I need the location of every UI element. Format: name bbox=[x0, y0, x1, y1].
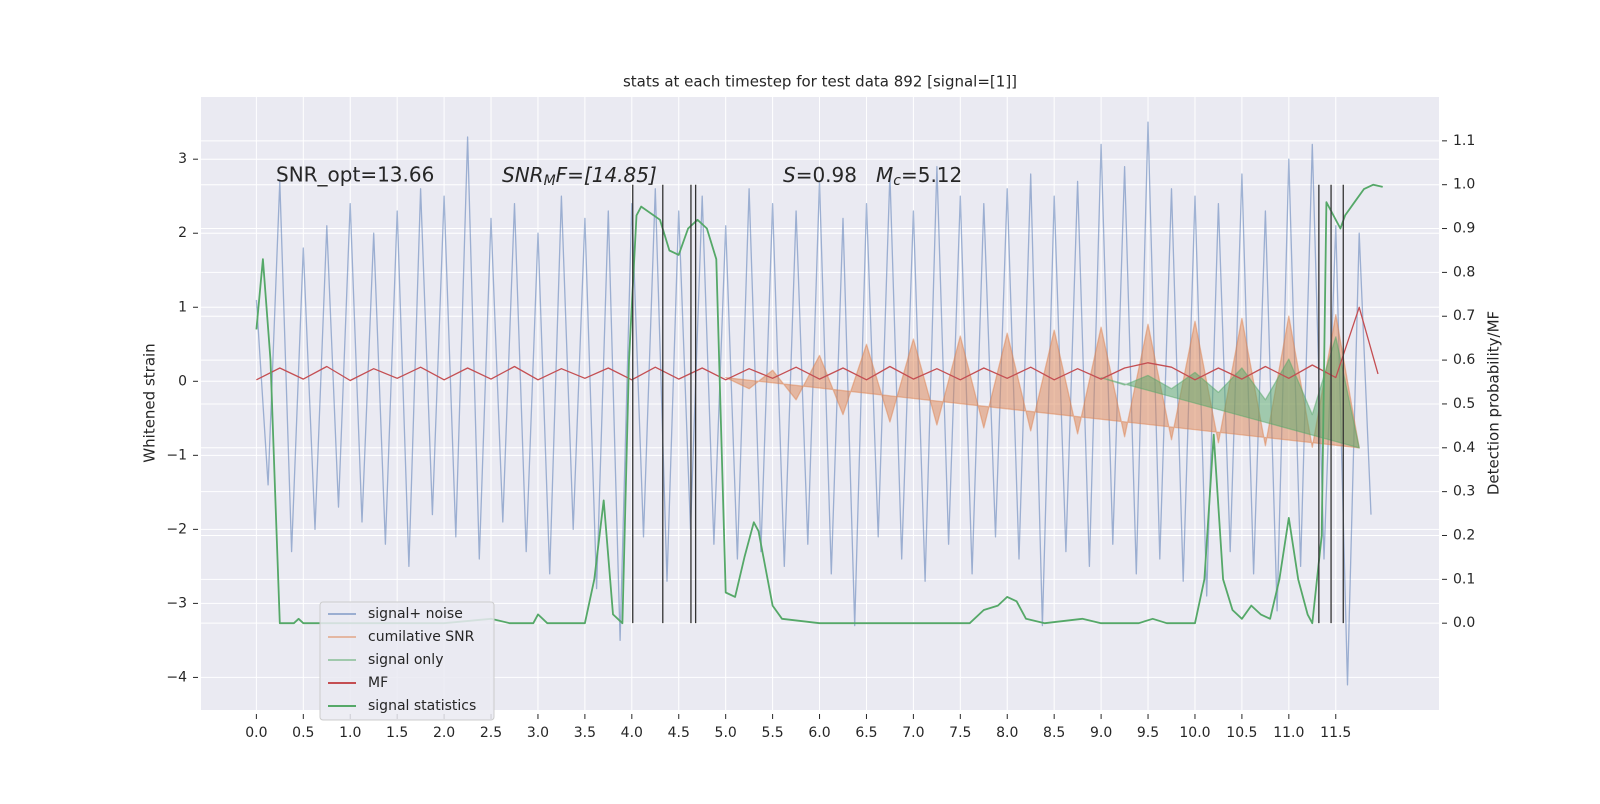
line bbox=[256, 306, 1379, 382]
y-tick-label: 3 bbox=[178, 151, 187, 167]
x-tick-label: 11.5 bbox=[1320, 725, 1351, 741]
x-tick-label: 6.5 bbox=[855, 725, 877, 741]
x-tick-label: 0.0 bbox=[245, 725, 267, 741]
x-tick-label: 2.0 bbox=[433, 725, 455, 741]
y2-tick-label: 0.6 bbox=[1453, 352, 1475, 368]
y2-tick-label: 0.2 bbox=[1453, 527, 1475, 543]
legend-label: cumilative SNR bbox=[368, 629, 475, 645]
y2-axis-label: Detection probability/MF bbox=[1485, 311, 1503, 495]
x-tick-label: 8.5 bbox=[1043, 725, 1065, 741]
y2-tick-label: 0.9 bbox=[1453, 221, 1475, 237]
x-tick-label: 8.0 bbox=[996, 725, 1018, 741]
legend-label: MF bbox=[368, 675, 388, 691]
y2-tick-label: 0.5 bbox=[1453, 396, 1475, 412]
x-tick-label: 4.0 bbox=[621, 725, 643, 741]
legend-box bbox=[319, 601, 495, 721]
y-axis-label: Whitened strain bbox=[141, 343, 159, 462]
x-tick-label: 5.5 bbox=[761, 725, 783, 741]
x-tick-label: 9.5 bbox=[1137, 725, 1159, 741]
legend-label: signal+ noise bbox=[368, 606, 463, 622]
annotation: SNR_opt=13.66 bbox=[276, 163, 434, 187]
annotation-text: S bbox=[783, 163, 796, 187]
chart-title: stats at each timestep for test data 892… bbox=[623, 73, 1017, 91]
x-tick-label: 1.0 bbox=[339, 725, 361, 741]
y-tick-label: 0 bbox=[178, 373, 187, 389]
x-tick-label: 5.0 bbox=[715, 725, 737, 741]
y-tick-label: −2 bbox=[166, 521, 187, 537]
x-tick-label: 1.5 bbox=[386, 725, 408, 741]
y2-tick-label: 0.0 bbox=[1453, 615, 1475, 631]
x-tick-label: 7.0 bbox=[902, 725, 924, 741]
annotation-sub: M bbox=[544, 173, 556, 189]
y-tick-label: −3 bbox=[166, 595, 187, 611]
annotation-text: M bbox=[876, 163, 893, 187]
legend-label: signal only bbox=[368, 652, 443, 668]
y2-tick-label: 1.1 bbox=[1453, 133, 1475, 149]
x-tick-label: 10.0 bbox=[1179, 725, 1210, 741]
y-tick-label: −1 bbox=[166, 447, 187, 463]
annotation-text: SNR bbox=[502, 163, 544, 187]
x-tick-label: 9.0 bbox=[1090, 725, 1112, 741]
annotation: S=0.98 bbox=[783, 163, 857, 187]
y2-tick-label: 0.8 bbox=[1453, 264, 1475, 280]
y2-tick-label: 0.3 bbox=[1453, 484, 1475, 500]
x-tick-label: 6.0 bbox=[808, 725, 830, 741]
annotation-rest: F=[14.85] bbox=[556, 163, 657, 187]
legend-label: signal statistics bbox=[368, 698, 476, 714]
legend: signal+ noise cumilative SNR signal only MF… bbox=[319, 601, 495, 721]
line bbox=[255, 183, 1383, 625]
y-tick-label: 1 bbox=[178, 299, 187, 315]
x-tick-label: 0.5 bbox=[292, 725, 314, 741]
line bbox=[255, 121, 1372, 686]
y2-tick-label: 1.0 bbox=[1453, 177, 1475, 193]
marks bbox=[255, 121, 1383, 686]
y2-tick-label: 0.4 bbox=[1453, 440, 1475, 456]
annotation: SNRMF=[14.85] bbox=[502, 163, 657, 190]
x-tick-label: 2.5 bbox=[480, 725, 502, 741]
ticks: 0.0 0.5 1.0 1.5 2.0 2.5 3.0 3.5 4.0 4.5 5.0 5.5 6.0 6… bbox=[166, 133, 1475, 741]
y2-tick-label: 0.1 bbox=[1453, 571, 1475, 587]
x-tick-label: 11.0 bbox=[1273, 725, 1304, 741]
x-tick-label: 4.5 bbox=[668, 725, 690, 741]
x-tick-label: 3.5 bbox=[574, 725, 596, 741]
annotation-sub: c bbox=[893, 173, 901, 189]
area bbox=[1100, 336, 1360, 449]
y-tick-label: 2 bbox=[178, 225, 187, 241]
annotation-rest: =0.98 bbox=[796, 163, 857, 187]
annotation: Mc=5.12 bbox=[876, 163, 962, 190]
x-tick-label: 10.5 bbox=[1226, 725, 1257, 741]
y2-tick-label: 0.7 bbox=[1453, 308, 1475, 324]
y-tick-label: −4 bbox=[166, 669, 187, 685]
annotations: SNR_opt=13.66 SNRMF=[14.85] S=0.98 Mc=5.… bbox=[276, 163, 962, 190]
annotation-rest: =5.12 bbox=[901, 163, 962, 187]
x-tick-label: 7.5 bbox=[949, 725, 971, 741]
x-tick-label: 3.0 bbox=[527, 725, 549, 741]
